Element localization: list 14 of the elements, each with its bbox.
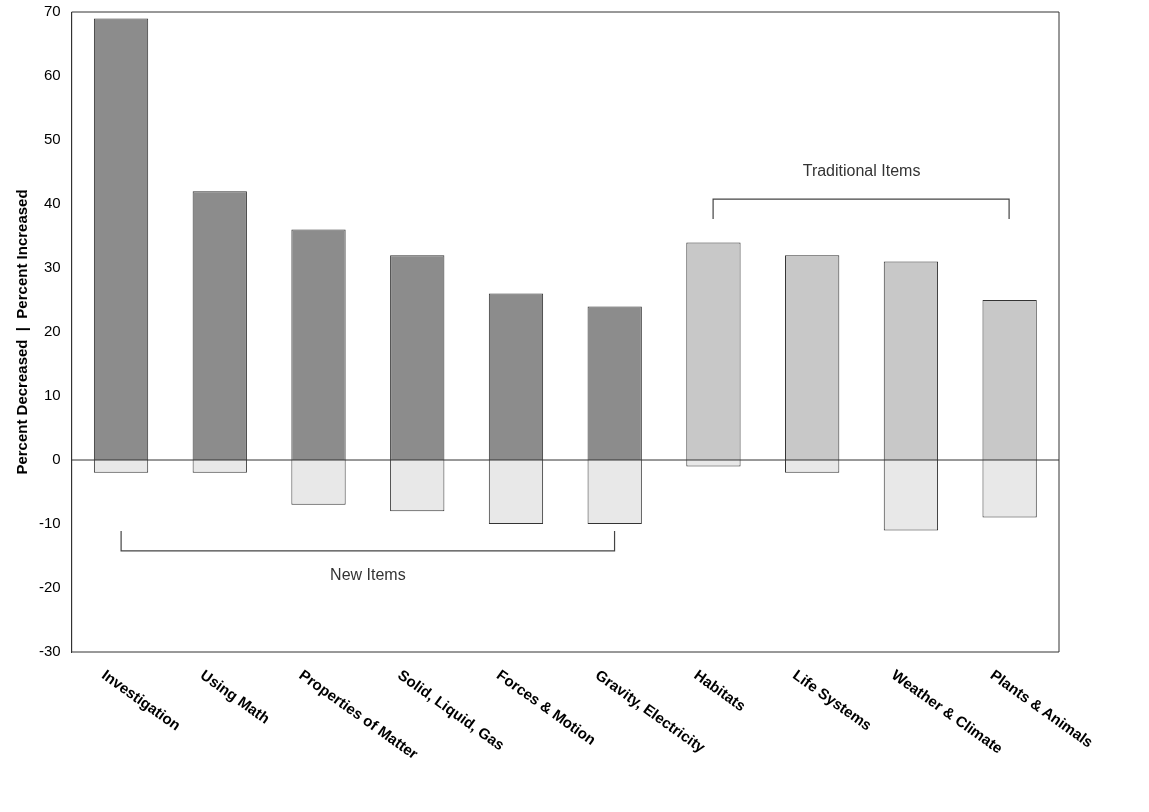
y-tick-label: 40 bbox=[43, 194, 61, 212]
y-tick-label: 60 bbox=[43, 66, 61, 84]
y-tick-label: 50 bbox=[43, 130, 61, 148]
y-tick-label: -20 bbox=[38, 578, 61, 596]
y-tick-label: 10 bbox=[43, 386, 61, 404]
y-axis-title: Percent Decreased | Percent Increased bbox=[13, 189, 31, 475]
y-tick-label: 20 bbox=[43, 322, 61, 340]
y-tick-label: 0 bbox=[52, 450, 61, 468]
y-tick-label: -30 bbox=[38, 642, 61, 660]
y-tick-label: 30 bbox=[43, 258, 61, 276]
annotation: New Items bbox=[330, 565, 406, 583]
annotation: Traditional Items bbox=[802, 162, 921, 180]
y-tick-label: 70 bbox=[43, 2, 61, 20]
y-tick-label: -10 bbox=[38, 514, 61, 532]
